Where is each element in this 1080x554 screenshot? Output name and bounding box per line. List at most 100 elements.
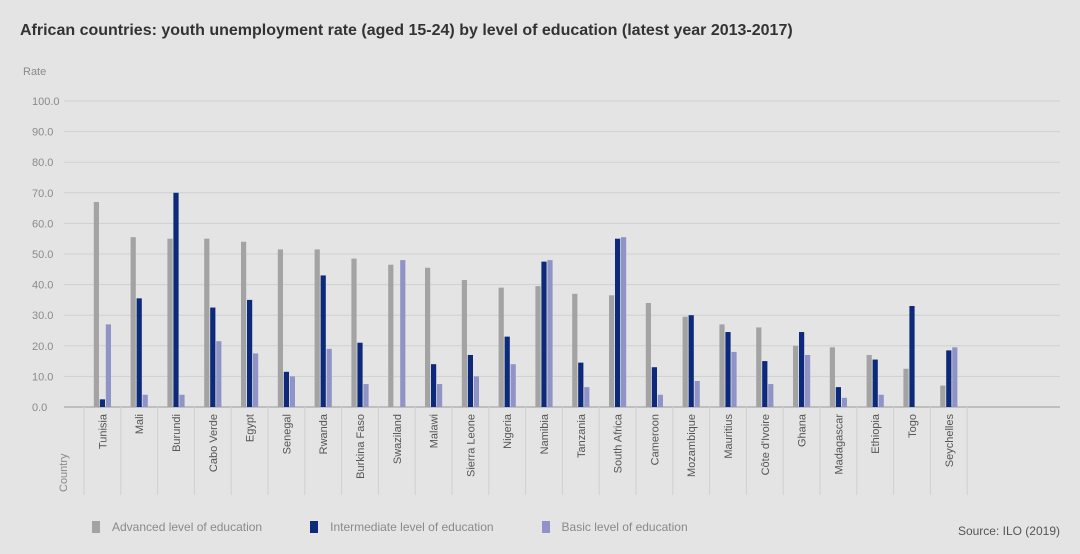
bar-intermediate [136, 298, 142, 407]
bar-advanced [682, 316, 688, 407]
x-tick-label: Senegal [281, 414, 293, 454]
bar-intermediate [578, 362, 584, 407]
bar-advanced [425, 267, 431, 407]
y-tick-label: 90.0 [32, 127, 53, 139]
x-tick-label: Malawi [429, 414, 441, 448]
bar-basic [437, 384, 443, 407]
x-tick-label: Mozambique [686, 414, 698, 477]
bar-intermediate [283, 371, 289, 407]
bar-advanced [388, 264, 394, 407]
legend-label-intermediate: Intermediate level of education [330, 520, 494, 534]
x-tick-label: Burkina Faso [355, 414, 367, 479]
y-tick-label: 60.0 [32, 218, 53, 230]
x-tick-label: Swaziland [392, 414, 404, 464]
bar-advanced [940, 385, 946, 407]
bar-basic [363, 384, 369, 407]
bar-basic [952, 347, 958, 407]
bar-advanced [167, 238, 173, 407]
bar-basic [510, 364, 516, 407]
bar-basic [584, 387, 590, 407]
legend-label-advanced: Advanced level of education [112, 520, 263, 534]
bar-basic [473, 376, 479, 407]
y-tick-label: 50.0 [32, 249, 53, 261]
y-tick-label: 10.0 [32, 371, 53, 383]
bar-basic [805, 354, 811, 407]
x-tick-label: Seychelles [944, 414, 956, 468]
bar-advanced [645, 302, 651, 407]
bar-intermediate [835, 387, 841, 407]
bar-advanced [609, 295, 615, 407]
y-tick-label: 80.0 [32, 157, 53, 169]
x-tick-label: Nigeria [502, 413, 514, 449]
bar-advanced [866, 354, 872, 407]
x-tick-label: Côte d'Ivoire [760, 414, 772, 475]
y-tick-label: 100.0 [32, 96, 60, 108]
bar-intermediate [762, 361, 768, 407]
bar-basic [105, 324, 111, 407]
legend-swatch-advanced [92, 521, 100, 533]
bar-intermediate [725, 332, 731, 407]
y-axis-label: Rate [23, 66, 46, 78]
x-tick-label: South Africa [613, 413, 625, 473]
x-tick-label: Rwanda [318, 413, 330, 454]
bar-basic [142, 394, 148, 407]
bar-advanced [572, 293, 578, 407]
x-tick-label: Cabo Verde [208, 414, 220, 472]
legend-swatch-basic [541, 521, 550, 533]
x-tick-label: Ghana [797, 413, 809, 447]
x-axis-label: Country [58, 453, 70, 492]
chart-title: African countries: youth unemployment ra… [20, 22, 793, 39]
bar-basic [326, 348, 332, 407]
y-tick-label: 70.0 [32, 188, 53, 200]
bar-intermediate [909, 306, 915, 407]
bar-intermediate [320, 275, 326, 407]
source-note: Source: ILO (2019) [957, 524, 1060, 538]
x-tick-label: Cameroon [649, 414, 661, 465]
x-tick-label: Sierra Leone [465, 414, 477, 477]
x-tick-label: Egypt [245, 414, 257, 442]
bar-advanced [535, 286, 541, 407]
legend-label-basic: Basic level of education [561, 520, 688, 534]
bar-intermediate [615, 238, 621, 407]
bar-basic [694, 380, 700, 407]
bar-intermediate [651, 367, 657, 407]
x-tick-label: Tanzania [576, 413, 588, 458]
bar-intermediate [247, 299, 253, 407]
x-tick-label: Ethiopia [870, 413, 882, 454]
bar-intermediate [541, 261, 547, 407]
legend-item-advanced: Advanced level of education [92, 520, 262, 534]
bar-intermediate [431, 364, 437, 407]
bar-advanced [461, 280, 467, 407]
bar-basic [657, 394, 663, 407]
legend-item-intermediate: Intermediate level of education [310, 520, 494, 534]
bar-basic [547, 260, 553, 407]
bar-advanced [241, 241, 247, 407]
bar-advanced [93, 201, 99, 407]
bar-basic [179, 394, 185, 407]
y-tick-label: 40.0 [32, 280, 53, 292]
bar-intermediate [946, 350, 952, 407]
legend: Advanced level of education Intermediate… [92, 520, 736, 534]
bar-basic [841, 397, 847, 407]
bar-basic [731, 351, 737, 407]
bar-intermediate [504, 336, 510, 407]
bar-basic [621, 237, 627, 407]
bar-advanced [130, 237, 136, 407]
bar-basic [400, 260, 406, 407]
bar-advanced [903, 368, 909, 407]
bar-advanced [756, 327, 762, 407]
x-tick-label: Burundi [171, 414, 183, 452]
x-tick-label: Namibia [539, 413, 551, 454]
bar-intermediate [99, 399, 105, 407]
bar-advanced [719, 324, 725, 407]
bar-basic [289, 376, 295, 407]
y-tick-label: 0.0 [32, 402, 47, 414]
bar-intermediate [210, 307, 216, 407]
y-tick-label: 20.0 [32, 341, 53, 353]
bar-basic [216, 341, 222, 407]
bar-advanced [829, 347, 835, 407]
x-tick-label: Tunisia [97, 413, 109, 449]
y-tick-label: 30.0 [32, 310, 53, 322]
bar-advanced [204, 238, 210, 407]
